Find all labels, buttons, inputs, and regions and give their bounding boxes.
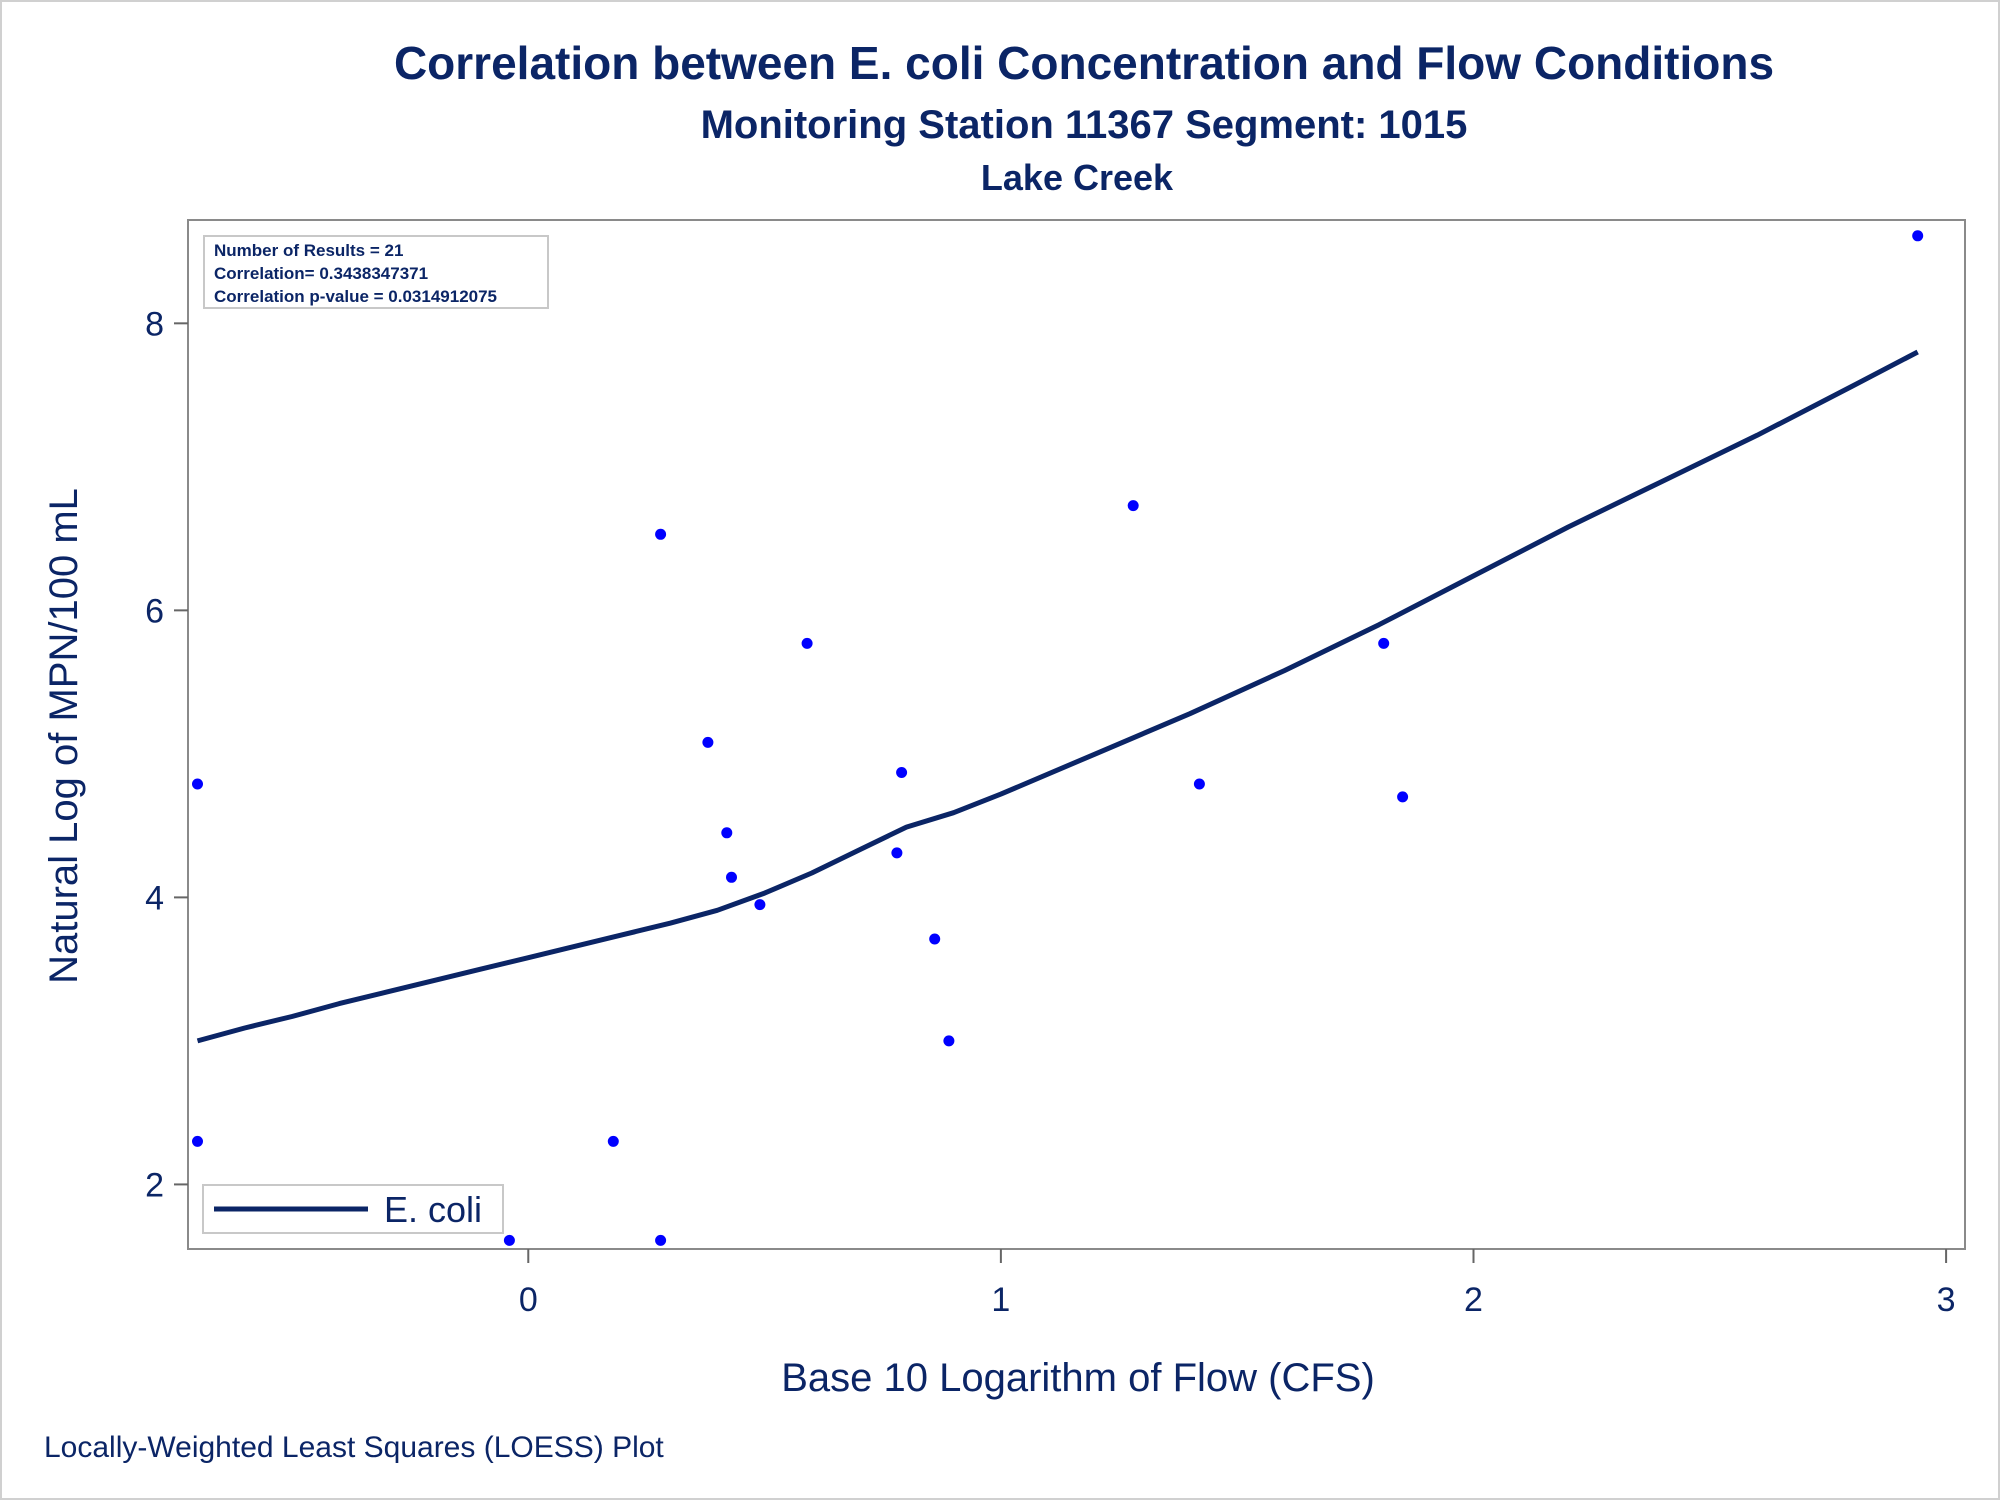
stats-inset: Number of Results = 21 Correlation= 0.34… [203, 235, 549, 309]
x-tick-label: 0 [519, 1281, 538, 1319]
y-tick-label: 6 [145, 592, 164, 630]
x-tick-label: 1 [991, 1281, 1010, 1319]
data-point [655, 528, 667, 540]
x-tick-label: 3 [1937, 1281, 1956, 1319]
data-point [607, 1135, 619, 1147]
data-point [503, 1234, 515, 1246]
plot-area [187, 219, 1966, 1250]
stats-line-count: Number of Results = 21 [214, 241, 403, 260]
data-point [943, 1035, 955, 1047]
data-point [896, 767, 908, 778]
y-axis: 2 4 6 8 [145, 305, 188, 1204]
data-point [1397, 791, 1409, 803]
chart-title: Correlation between E. coli Concentratio… [394, 37, 1774, 89]
data-point [1193, 778, 1205, 790]
x-axis: 0 1 2 3 [519, 1249, 1956, 1319]
data-point [801, 637, 813, 649]
chart-subtitle-2: Lake Creek [981, 157, 1174, 198]
y-tick-label: 4 [145, 879, 164, 917]
legend-label: E. coli [384, 1189, 482, 1230]
data-point [702, 736, 714, 748]
scatter-points [192, 230, 1924, 1246]
data-point [192, 1135, 203, 1147]
stats-box [203, 235, 549, 309]
y-axis-label: Natural Log of MPN/100 mL [42, 488, 86, 984]
chart-subtitle: Monitoring Station 11367 Segment: 1015 [701, 103, 1468, 147]
data-point [721, 827, 733, 839]
data-point [754, 899, 766, 911]
data-point [929, 933, 941, 945]
data-point [1378, 637, 1390, 649]
data-point [891, 847, 903, 859]
data-point [655, 1234, 667, 1246]
x-axis-label: Base 10 Logarithm of Flow (CFS) [781, 1356, 1375, 1400]
data-point [1912, 230, 1924, 242]
stats-line-pvalue: Correlation p-value = 0.0314912075 [214, 287, 497, 306]
stats-line-correlation: Correlation= 0.3438347371 [214, 264, 428, 283]
y-tick-label: 2 [145, 1166, 164, 1204]
y-tick-label: 8 [145, 305, 164, 343]
data-point [1127, 500, 1139, 512]
loess-series [196, 349, 1919, 1044]
legend: E. coli [202, 1184, 504, 1234]
x-tick-label: 2 [1464, 1281, 1483, 1319]
data-point [192, 778, 203, 790]
footnote: Locally-Weighted Least Squares (LOESS) P… [44, 1431, 664, 1464]
loess-line [196, 349, 1919, 1044]
data-point [726, 871, 737, 883]
